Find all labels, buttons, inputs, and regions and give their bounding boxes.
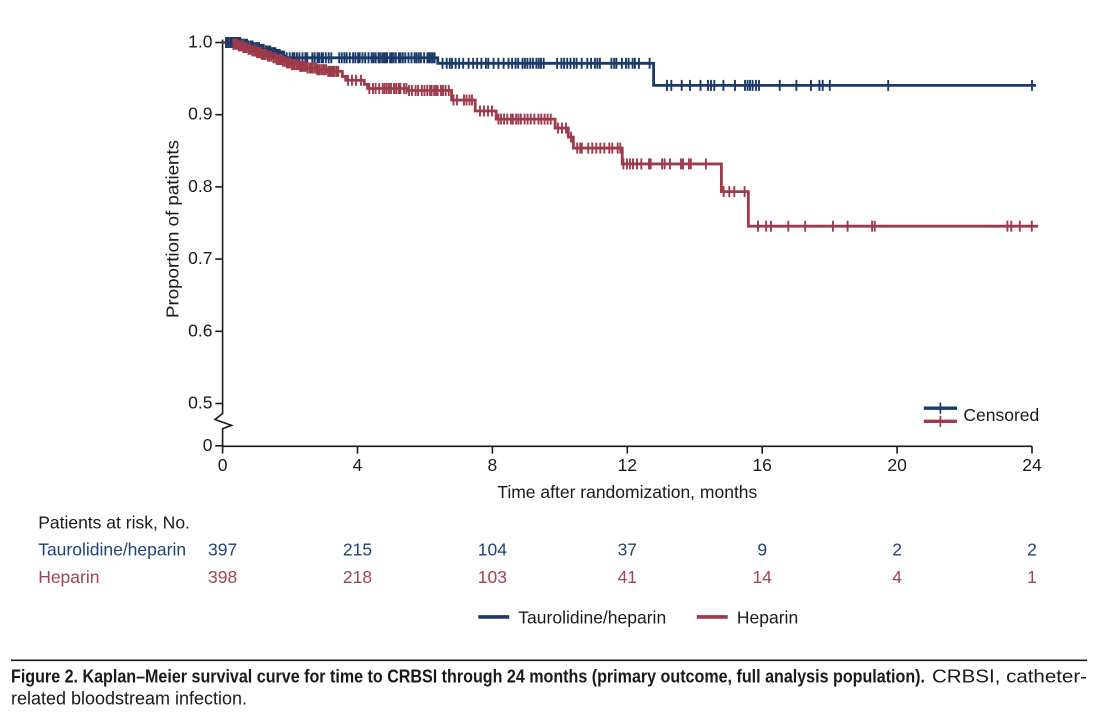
svg-text:related bloodstream infection.: related bloodstream infection. xyxy=(11,688,247,708)
svg-text:CRBSI, catheter-: CRBSI, catheter- xyxy=(932,667,1087,687)
svg-text:20: 20 xyxy=(887,455,907,475)
svg-text:103: 103 xyxy=(478,567,507,587)
svg-text:0.5: 0.5 xyxy=(188,393,212,413)
svg-text:0: 0 xyxy=(218,455,228,475)
svg-text:0.9: 0.9 xyxy=(188,104,212,124)
svg-text:397: 397 xyxy=(208,540,237,560)
svg-text:4: 4 xyxy=(353,455,363,475)
svg-text:37: 37 xyxy=(618,540,637,560)
svg-text:14: 14 xyxy=(752,567,772,587)
svg-text:398: 398 xyxy=(208,567,237,587)
svg-text:Taurolidine/heparin: Taurolidine/heparin xyxy=(518,607,666,627)
svg-text:0: 0 xyxy=(203,435,213,455)
svg-text:218: 218 xyxy=(343,567,372,587)
svg-text:Heparin: Heparin xyxy=(38,567,99,587)
svg-text:2: 2 xyxy=(892,540,902,560)
svg-text:104: 104 xyxy=(478,540,507,560)
svg-text:Time after randomization, mont: Time after randomization, months xyxy=(497,482,757,502)
svg-text:0.6: 0.6 xyxy=(188,320,212,340)
svg-text:9: 9 xyxy=(757,540,767,560)
svg-text:1: 1 xyxy=(1027,567,1037,587)
svg-text:Patients at risk, No.: Patients at risk, No. xyxy=(38,513,190,533)
svg-text:Proportion of patients: Proportion of patients xyxy=(163,140,183,318)
svg-text:1.0: 1.0 xyxy=(188,32,213,52)
svg-text:Heparin: Heparin xyxy=(737,607,798,627)
svg-text:4: 4 xyxy=(892,567,902,587)
svg-text:2: 2 xyxy=(1027,540,1037,560)
svg-text:24: 24 xyxy=(1022,455,1042,475)
svg-text:41: 41 xyxy=(618,567,637,587)
svg-text:8: 8 xyxy=(488,455,498,475)
svg-text:215: 215 xyxy=(343,540,372,560)
svg-text:Taurolidine/heparin: Taurolidine/heparin xyxy=(38,540,186,560)
svg-text:Figure 2. Kaplan–Meier surviva: Figure 2. Kaplan–Meier survival curve fo… xyxy=(11,667,925,687)
svg-text:0.7: 0.7 xyxy=(188,248,212,268)
svg-text:16: 16 xyxy=(752,455,771,475)
svg-text:Censored: Censored xyxy=(963,405,1039,425)
svg-text:12: 12 xyxy=(618,455,637,475)
svg-text:0.8: 0.8 xyxy=(188,176,212,196)
